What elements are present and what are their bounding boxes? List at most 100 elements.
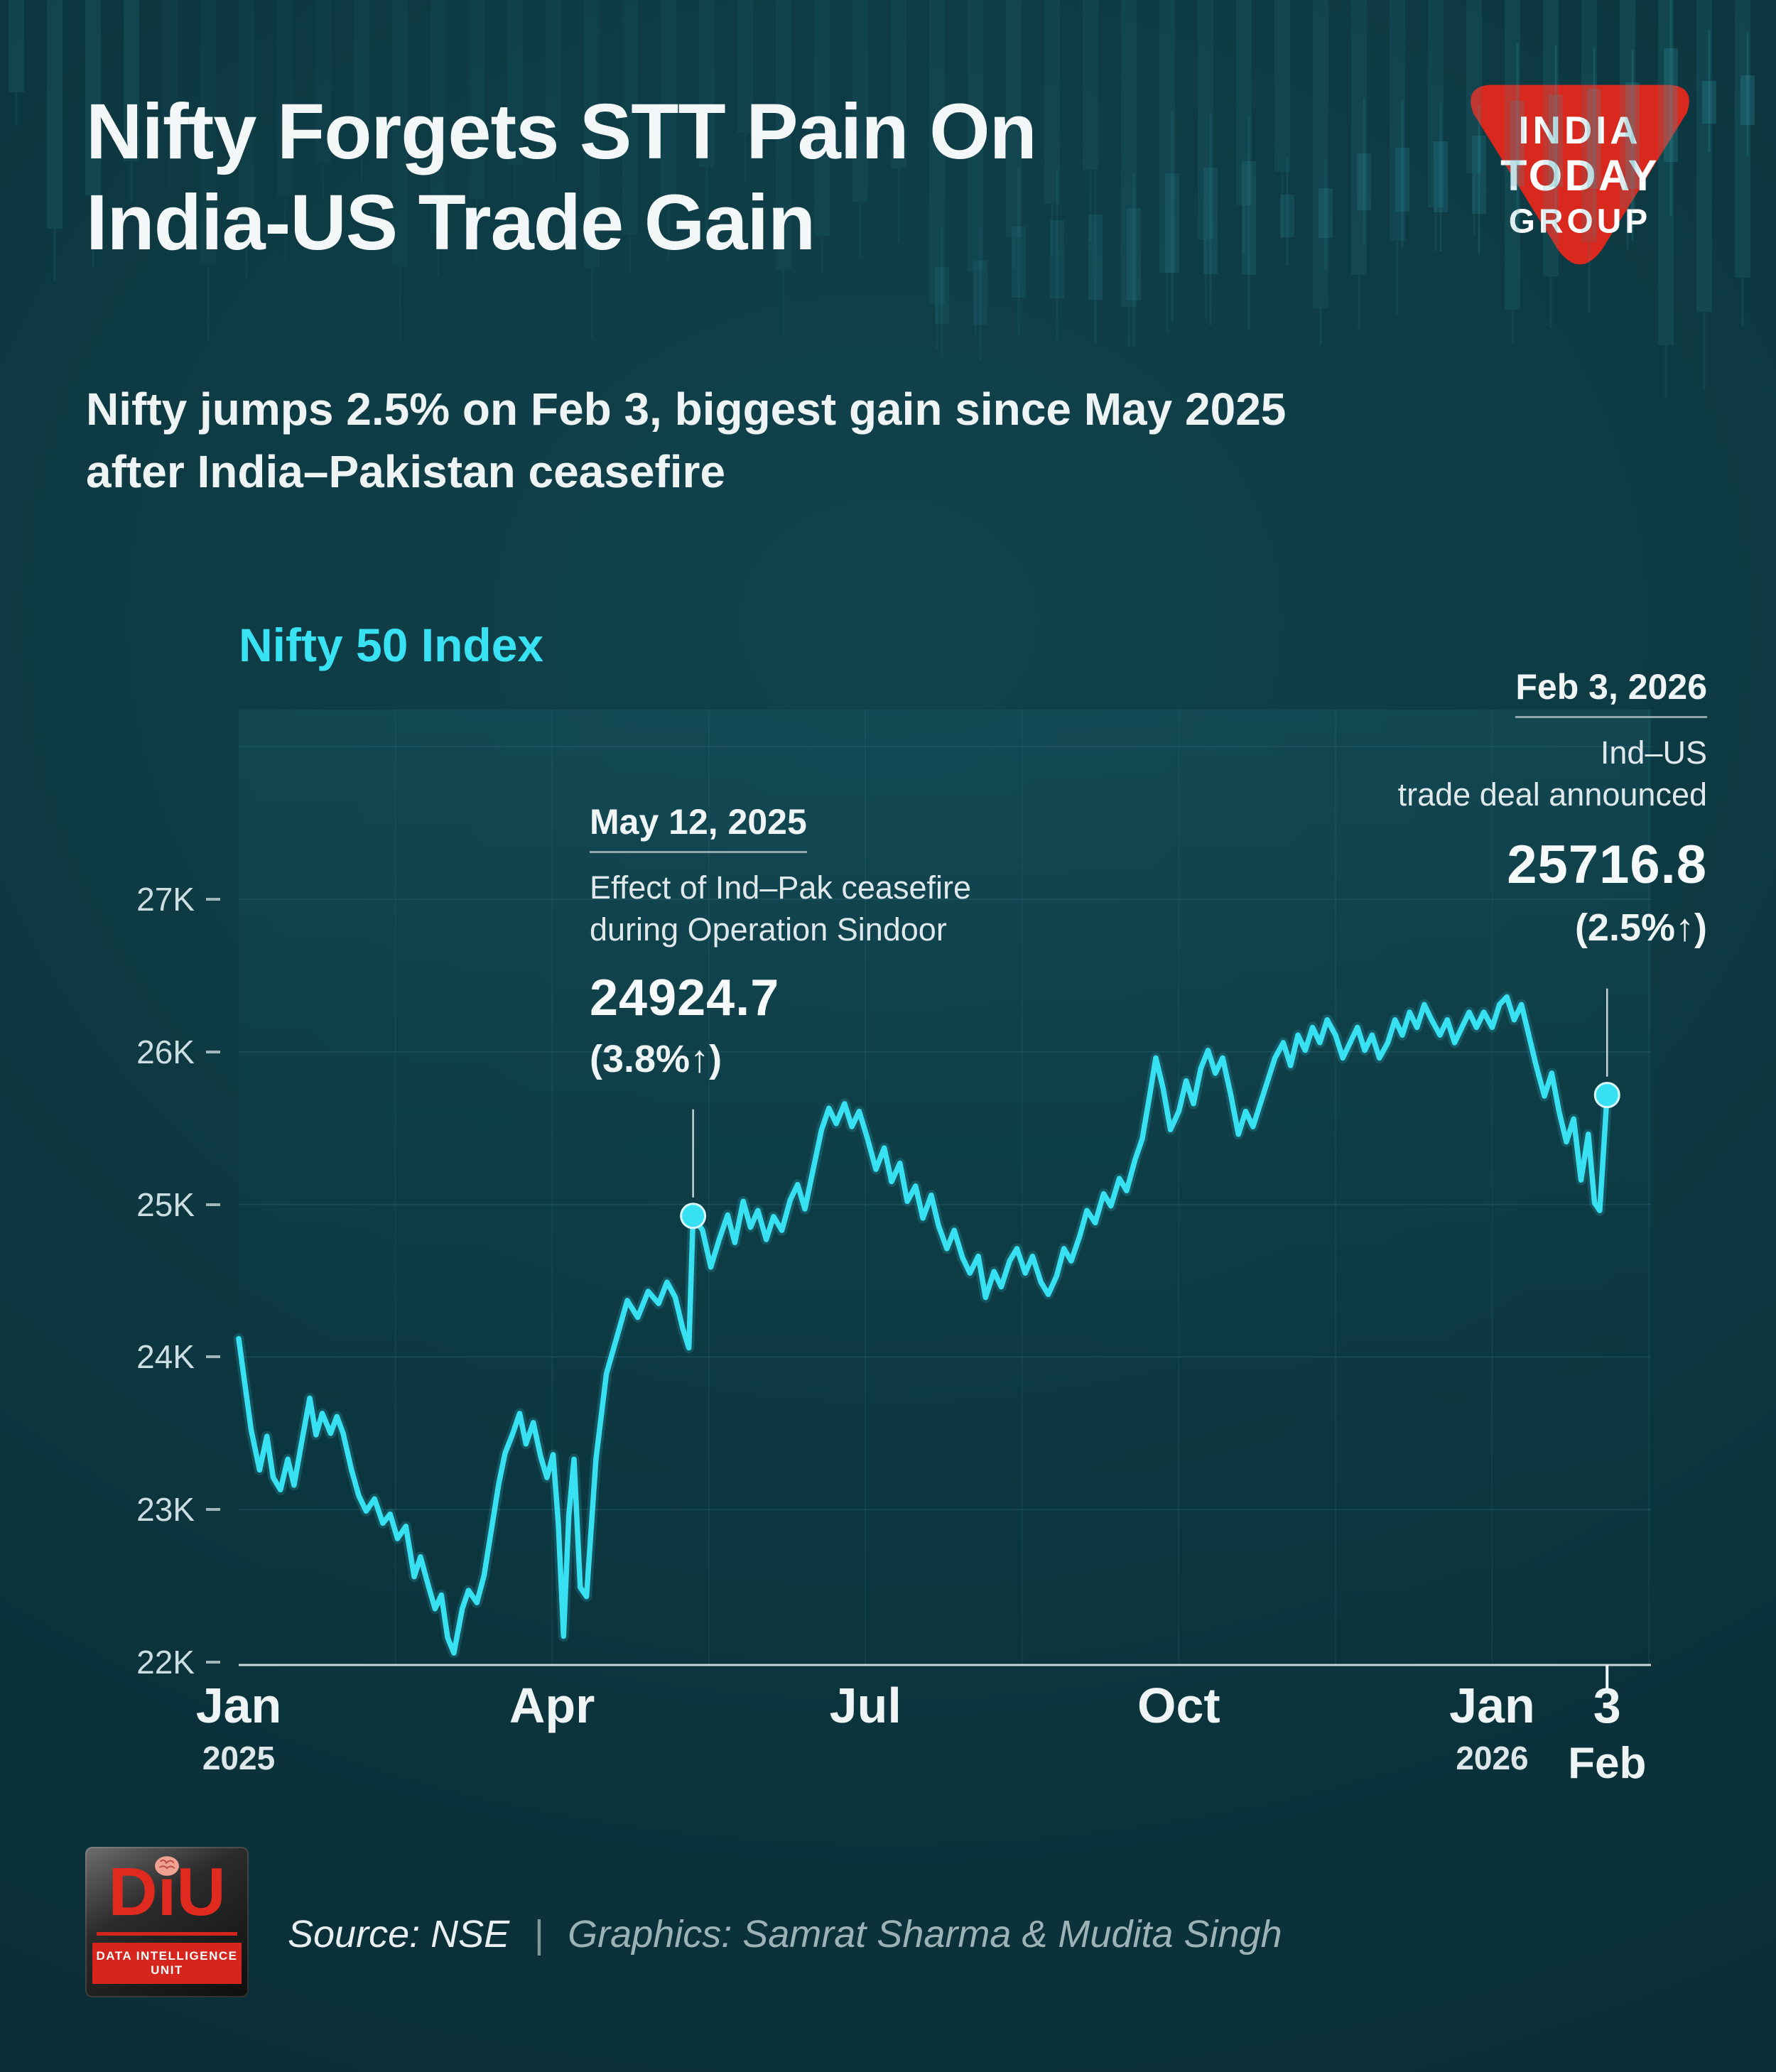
x-axis-label: Jul (829, 1678, 901, 1733)
subtitle-line-2: after India–Pakistan ceasefire (86, 446, 726, 498)
bg-candle (1083, 0, 1098, 170)
bg-candle (1434, 141, 1448, 212)
credits-text: Graphics: Samrat Sharma & Mudita Singh (568, 1913, 1282, 1956)
bg-candle (622, 0, 638, 234)
bg-candle (1050, 220, 1064, 298)
bg-candle (85, 0, 101, 195)
bg-candle (1351, 0, 1367, 275)
annotation-may-12: May 12, 2025 Effect of Ind–Pak ceasefire… (590, 801, 971, 1081)
diu-divider (97, 1932, 237, 1936)
separator: | (534, 1913, 544, 1956)
bg-candle (968, 0, 983, 271)
bg-candle (1274, 0, 1290, 172)
plot-panel (239, 710, 1651, 1664)
bg-candle (1664, 48, 1678, 162)
bg-candle (546, 0, 561, 131)
bg-candle (891, 0, 906, 168)
y-axis-label: 26K (84, 1031, 220, 1073)
bg-candle (392, 0, 408, 266)
bg-candle (935, 267, 949, 324)
bg-candle (1203, 168, 1218, 274)
annotation-marker (1593, 1082, 1620, 1109)
bg-candle (507, 0, 523, 165)
bg-candle (315, 0, 331, 163)
bg-candle (1658, 0, 1674, 345)
logo-text-today: TODAY (1500, 151, 1659, 200)
bg-candle (1543, 0, 1559, 276)
logo-text-india: INDIA (1518, 109, 1641, 152)
y-axis-label: 24K (84, 1335, 220, 1378)
bg-candle (239, 0, 254, 231)
y-axis-label: 27K (84, 878, 220, 921)
bg-candle (162, 0, 178, 128)
bg-candle (1587, 89, 1601, 188)
annotation-desc-line-1: Effect of Ind–Pak ceasefire (590, 869, 971, 906)
candlestick-backdrop (9, 0, 1755, 398)
annotation-value: 25716.8 (1507, 835, 1707, 895)
annotation-description: Ind–US trade deal announced (1398, 732, 1707, 815)
bg-candle (1313, 0, 1328, 308)
logo-shield-shape (1471, 85, 1689, 265)
bg-candle (1620, 0, 1635, 209)
bg-candle (737, 0, 753, 133)
x-axis-label: Apr (509, 1678, 595, 1733)
x-axis-label: Jan 2026 (1449, 1678, 1535, 1777)
india-today-logo-shield: INDIA TODAY GROUP (1471, 85, 1689, 265)
bg-candle (776, 0, 791, 269)
diu-tagline: DATA INTELLIGENCE UNIT (96, 1949, 238, 1977)
bg-candle (661, 0, 676, 200)
bg-candle (277, 0, 293, 197)
bg-candle (124, 0, 139, 161)
bg-candle (1044, 0, 1060, 204)
annotation-description: Effect of Ind–Pak ceasefire during Operat… (590, 867, 971, 950)
bg-candle (1581, 0, 1597, 242)
bg-candle (973, 261, 987, 325)
bg-candle (354, 0, 369, 129)
bg-candle (852, 0, 868, 202)
bg-candle (200, 0, 216, 264)
chart-title: Nifty 50 Index (239, 619, 544, 671)
annotation-desc-line-2: trade deal announced (1397, 776, 1707, 813)
bg-candle (584, 0, 600, 268)
annotation-date: May 12, 2025 (590, 801, 807, 853)
bg-candle (431, 0, 446, 232)
source-credits: Source: NSE | Graphics: Samrat Sharma & Mu… (288, 1912, 1282, 1956)
annotation-value: 24924.7 (590, 970, 780, 1026)
y-axis-label: 25K (84, 1183, 220, 1226)
bg-candle (1357, 153, 1371, 210)
bg-candle (1472, 136, 1486, 214)
x-axis-label: Jan 2025 (195, 1678, 282, 1777)
bg-candle (1088, 215, 1103, 300)
source-text: Source: NSE (288, 1913, 510, 1956)
bg-candle (1012, 227, 1026, 298)
annotation-change: (2.5%↑) (1574, 906, 1707, 949)
bg-candle (1735, 0, 1750, 278)
logo-text-group: GROUP (1509, 203, 1651, 241)
annotation-desc-line-2: during Operation Sindoor (590, 911, 947, 948)
bg-candle (1696, 0, 1712, 312)
bg-candle (1006, 0, 1022, 237)
diu-logo: DiU DATA INTELLIGENCE UNIT (85, 1847, 249, 1997)
bg-candle (9, 0, 24, 92)
bg-candle (1395, 148, 1409, 212)
bg-candle (1242, 161, 1256, 275)
bg-candle (1390, 0, 1405, 241)
bg-candle (814, 0, 830, 236)
annotation-marker (680, 1203, 707, 1230)
bg-candle (1319, 188, 1333, 238)
diu-wordmark: DiU (85, 1856, 249, 1926)
bg-candle (1121, 0, 1137, 307)
annotation-desc-line-1: Ind–US (1600, 734, 1707, 771)
annotation-feb-3: Feb 3, 2026 Ind–US trade deal announced 2… (1398, 666, 1707, 950)
bg-candle (1466, 0, 1482, 173)
bg-candle (1510, 101, 1525, 186)
annotation-change: (3.8%↑) (590, 1038, 722, 1080)
india-today-group-logo: INDIA TODAY GROUP (1455, 73, 1705, 289)
bg-candle (1740, 75, 1755, 125)
bg-candle (1505, 0, 1520, 310)
bg-candle (1236, 0, 1252, 205)
nifty-line (236, 994, 1610, 1656)
bg-candle (1280, 195, 1294, 237)
x-axis-label: 3 Feb (1568, 1678, 1647, 1788)
y-axis-label: 23K (84, 1488, 220, 1531)
